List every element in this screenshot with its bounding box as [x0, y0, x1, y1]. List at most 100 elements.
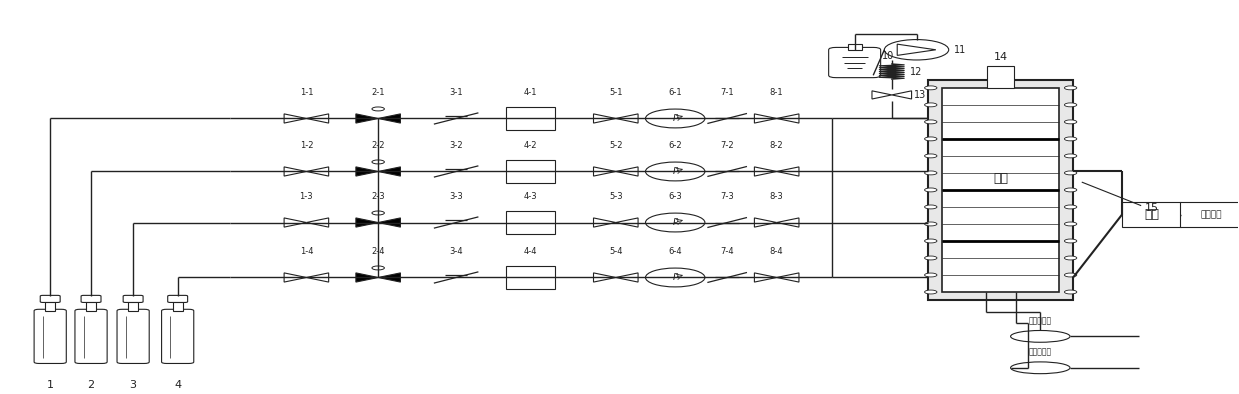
Text: 6-3: 6-3 — [668, 192, 681, 201]
Polygon shape — [356, 218, 378, 227]
Polygon shape — [284, 167, 306, 176]
Polygon shape — [616, 114, 638, 123]
Circle shape — [1064, 256, 1077, 260]
Text: 5-4: 5-4 — [610, 247, 622, 256]
Circle shape — [372, 160, 384, 164]
Polygon shape — [872, 91, 892, 99]
Polygon shape — [306, 167, 328, 176]
Bar — [506, 107, 555, 130]
Text: 8-4: 8-4 — [769, 247, 783, 256]
Text: 11: 11 — [954, 45, 966, 55]
Circle shape — [1064, 86, 1077, 90]
Circle shape — [1064, 171, 1077, 175]
Text: 1-1: 1-1 — [300, 88, 313, 97]
Circle shape — [646, 162, 705, 181]
Text: 1-2: 1-2 — [300, 141, 313, 150]
FancyBboxPatch shape — [74, 309, 107, 364]
Text: 3-2: 3-2 — [450, 141, 463, 150]
Text: 7-1: 7-1 — [720, 88, 733, 97]
Text: 3-4: 3-4 — [450, 247, 463, 256]
Circle shape — [372, 107, 384, 111]
Circle shape — [924, 222, 937, 226]
Text: 6-2: 6-2 — [668, 141, 681, 150]
Bar — [85, 302, 97, 311]
Bar — [506, 160, 555, 183]
Text: 6-4: 6-4 — [668, 247, 681, 256]
Text: 10: 10 — [882, 51, 895, 61]
Text: 负载: 负载 — [1144, 208, 1160, 221]
Circle shape — [372, 266, 384, 270]
Polygon shape — [284, 218, 306, 227]
Circle shape — [924, 290, 937, 294]
Text: 15: 15 — [1145, 203, 1158, 213]
Text: 1-3: 1-3 — [300, 192, 313, 201]
Circle shape — [924, 256, 937, 260]
Circle shape — [885, 39, 949, 60]
Circle shape — [1064, 103, 1077, 107]
Circle shape — [924, 239, 937, 243]
Text: 3-1: 3-1 — [450, 88, 463, 97]
Text: 3-3: 3-3 — [450, 192, 463, 201]
Polygon shape — [777, 218, 799, 227]
Polygon shape — [306, 273, 328, 282]
Circle shape — [924, 86, 937, 90]
Circle shape — [646, 213, 705, 232]
Polygon shape — [306, 218, 328, 227]
Circle shape — [924, 120, 937, 124]
Bar — [506, 266, 555, 289]
Bar — [45, 302, 56, 311]
Text: 阴极气出口: 阴极气出口 — [1028, 348, 1052, 357]
Text: 2-1: 2-1 — [372, 88, 385, 97]
Bar — [172, 302, 182, 311]
Polygon shape — [777, 167, 799, 176]
Polygon shape — [897, 44, 935, 56]
Bar — [847, 44, 861, 50]
Text: 8-2: 8-2 — [769, 141, 783, 150]
Text: 4-3: 4-3 — [524, 192, 538, 201]
Text: 2-2: 2-2 — [372, 141, 385, 150]
Circle shape — [372, 211, 384, 215]
Text: 4: 4 — [175, 379, 181, 390]
Text: 7-2: 7-2 — [720, 141, 733, 150]
Bar — [942, 88, 1059, 292]
FancyBboxPatch shape — [167, 296, 187, 303]
Text: 8-1: 8-1 — [769, 88, 783, 97]
Text: 13: 13 — [914, 90, 927, 100]
FancyBboxPatch shape — [35, 309, 67, 364]
Polygon shape — [755, 114, 777, 123]
Circle shape — [1064, 188, 1077, 192]
FancyBboxPatch shape — [829, 47, 881, 78]
Text: 5-1: 5-1 — [610, 88, 622, 97]
Polygon shape — [593, 273, 616, 282]
Text: 8-3: 8-3 — [769, 192, 783, 201]
Polygon shape — [356, 167, 378, 176]
Polygon shape — [378, 167, 400, 176]
Circle shape — [1064, 290, 1077, 294]
Bar — [987, 66, 1015, 88]
Polygon shape — [755, 273, 777, 282]
Text: 串堆: 串堆 — [994, 172, 1009, 185]
Text: P: P — [673, 273, 678, 282]
Polygon shape — [284, 273, 306, 282]
Circle shape — [1064, 273, 1077, 277]
Polygon shape — [892, 91, 912, 99]
Circle shape — [1064, 120, 1077, 124]
FancyBboxPatch shape — [40, 296, 61, 303]
Text: P: P — [673, 113, 678, 123]
Ellipse shape — [1011, 331, 1070, 342]
Bar — [1180, 202, 1239, 227]
Text: 4-2: 4-2 — [524, 141, 538, 150]
Text: 3: 3 — [130, 379, 136, 390]
Text: 5-3: 5-3 — [610, 192, 623, 201]
Text: 电路控制: 电路控制 — [1201, 210, 1222, 219]
FancyBboxPatch shape — [123, 296, 142, 303]
Circle shape — [924, 188, 937, 192]
Text: 7-3: 7-3 — [720, 192, 733, 201]
Polygon shape — [755, 167, 777, 176]
Polygon shape — [593, 114, 616, 123]
Ellipse shape — [1011, 362, 1070, 374]
Text: 1-4: 1-4 — [300, 247, 313, 256]
Circle shape — [1064, 137, 1077, 141]
Polygon shape — [593, 218, 616, 227]
FancyBboxPatch shape — [116, 309, 149, 364]
